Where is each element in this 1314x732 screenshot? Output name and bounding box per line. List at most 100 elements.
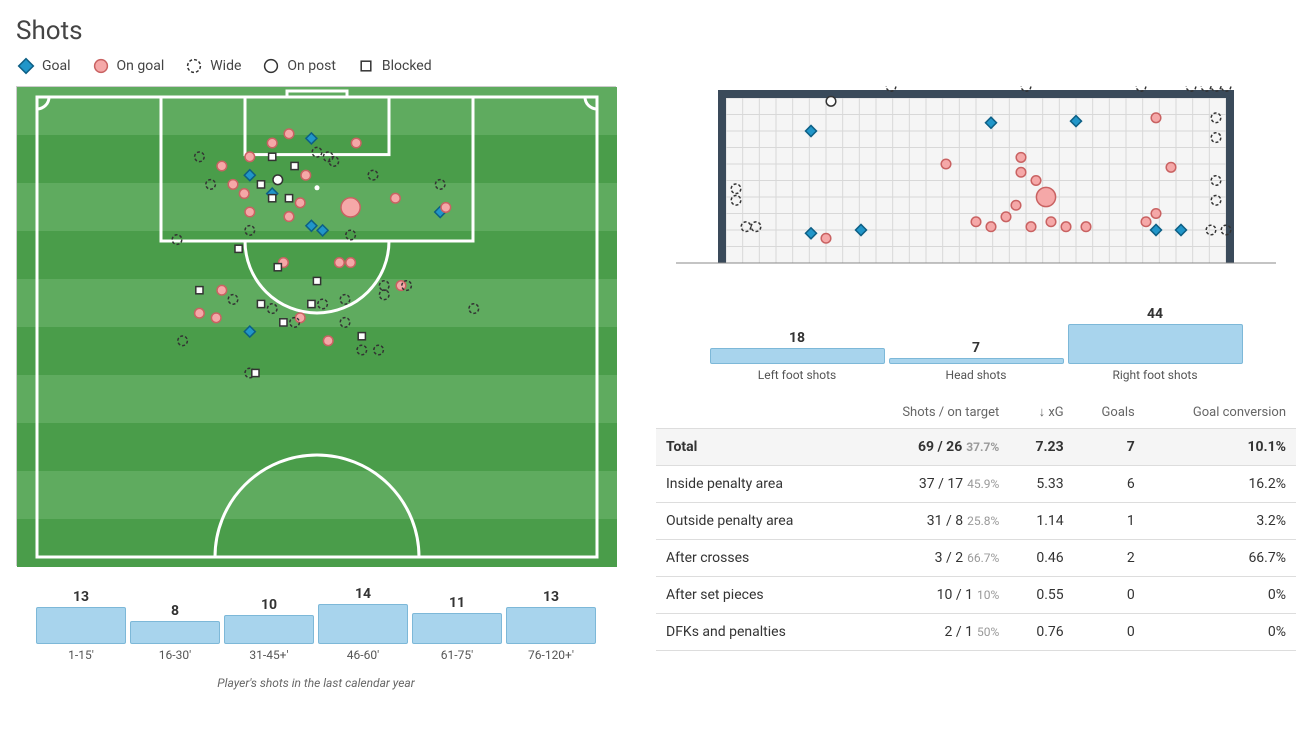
- goal-shot-marker[interactable]: [1026, 222, 1036, 232]
- table-header[interactable]: Goals: [1074, 396, 1145, 429]
- row-shots: 2 / 150%: [853, 614, 1009, 651]
- pitch-shot-marker[interactable]: [196, 287, 203, 294]
- pitch-shot-marker[interactable]: [441, 203, 451, 213]
- pitch-shot-marker[interactable]: [267, 138, 277, 148]
- goal-shot-marker[interactable]: [1151, 113, 1161, 123]
- legend-label: On post: [287, 58, 336, 74]
- goal-shot-marker[interactable]: [821, 233, 831, 243]
- goal-shot-marker[interactable]: [1141, 217, 1151, 227]
- table-header[interactable]: [656, 396, 853, 429]
- goal-shot-marker[interactable]: [971, 217, 981, 227]
- pitch-shot-marker[interactable]: [228, 180, 238, 190]
- time-bar[interactable]: 1161-75': [412, 586, 502, 656]
- table-row: Total69 / 2637.7%7.23710.1%: [656, 429, 1296, 466]
- row-shots: 31 / 825.8%: [853, 503, 1009, 540]
- goal-shot-marker[interactable]: [1081, 222, 1091, 232]
- pitch-shot-marker[interactable]: [257, 181, 264, 188]
- pitch-shot-marker[interactable]: [269, 153, 276, 160]
- time-bar[interactable]: 816-30': [130, 586, 220, 656]
- row-shots: 10 / 110%: [853, 577, 1009, 614]
- row-label: Inside penalty area: [656, 466, 853, 503]
- table-header[interactable]: Shots / on target: [853, 396, 1009, 429]
- time-bar[interactable]: 131-15': [36, 586, 126, 656]
- goal-shot-marker[interactable]: [1046, 217, 1056, 227]
- pitch-shot-marker[interactable]: [239, 189, 249, 199]
- goal-shot-marker[interactable]: [1166, 163, 1176, 173]
- table-row: DFKs and penalties2 / 150%0.7600%: [656, 614, 1296, 651]
- shot-type-bar[interactable]: 7Head shots: [889, 306, 1064, 366]
- pitch-shot-marker[interactable]: [291, 162, 298, 169]
- row-goals: 2: [1074, 540, 1145, 577]
- goal-shot-marker[interactable]: [1001, 212, 1011, 222]
- chart-caption: Player's shots in the last calendar year: [16, 676, 616, 690]
- row-shots: 3 / 266.7%: [853, 540, 1009, 577]
- time-period-bars: 131-15'816-30'1031-45+'1446-60'1161-75'1…: [16, 586, 616, 656]
- row-shots: 37 / 1745.9%: [853, 466, 1009, 503]
- pitch-shot-marker[interactable]: [195, 308, 205, 318]
- row-shots: 69 / 2637.7%: [853, 429, 1009, 466]
- goal-shot-marker[interactable]: [826, 97, 836, 107]
- time-bar[interactable]: 1446-60': [318, 586, 408, 656]
- goal-shot-marker[interactable]: [1036, 187, 1055, 206]
- pitch-shot-marker[interactable]: [295, 313, 305, 323]
- goal-shot-marker[interactable]: [1016, 167, 1026, 177]
- pitch-shot-marker[interactable]: [284, 129, 294, 139]
- row-conv: 66.7%: [1145, 540, 1296, 577]
- table-row: After set pieces10 / 110%0.5500%: [656, 577, 1296, 614]
- row-label: After set pieces: [656, 577, 853, 614]
- pitch-shot-marker[interactable]: [313, 277, 320, 284]
- row-conv: 16.2%: [1145, 466, 1296, 503]
- pitch-shot-marker[interactable]: [396, 281, 406, 291]
- pitch-shot-marker[interactable]: [257, 300, 264, 307]
- legend-item-on_goal: On goal: [91, 56, 165, 76]
- shot-type-bar[interactable]: 18Left foot shots: [710, 306, 885, 366]
- pitch-shot-marker[interactable]: [235, 245, 242, 252]
- pitch-shot-marker[interactable]: [308, 300, 315, 307]
- pitch-shot-marker[interactable]: [301, 170, 311, 180]
- pitch-shot-marker[interactable]: [245, 207, 255, 217]
- time-bar-value: 13: [506, 589, 596, 605]
- goal-shot-marker[interactable]: [941, 159, 951, 169]
- table-header[interactable]: Goal conversion: [1145, 396, 1296, 429]
- pitch-shot-marker[interactable]: [341, 198, 360, 217]
- pitch-shot-marker[interactable]: [295, 198, 305, 208]
- pitch-shot-marker[interactable]: [269, 195, 276, 202]
- pitch-shot-marker[interactable]: [284, 212, 294, 222]
- pitch-shot-marker[interactable]: [273, 175, 283, 185]
- legend-label: Goal: [42, 58, 71, 74]
- pitch-shot-marker[interactable]: [346, 258, 356, 268]
- pitch-shot-marker[interactable]: [245, 152, 255, 162]
- pitch-shot-marker[interactable]: [335, 258, 345, 268]
- pitch-shot-marker[interactable]: [211, 313, 221, 323]
- goal-shot-marker[interactable]: [1016, 153, 1026, 163]
- goal-shot-marker[interactable]: [986, 222, 996, 232]
- pitch-shot-marker[interactable]: [217, 285, 227, 295]
- pitch-shot-marker[interactable]: [252, 369, 259, 376]
- goal-shot-marker[interactable]: [1031, 176, 1041, 186]
- goal-shot-marker[interactable]: [1011, 200, 1021, 210]
- row-xg: 0.76: [1009, 614, 1073, 651]
- pitch-shot-marker[interactable]: [358, 333, 365, 340]
- shot-type-bar[interactable]: 44Right foot shots: [1068, 306, 1243, 366]
- pitch-shot-marker[interactable]: [323, 336, 333, 346]
- pitch-shot-marker[interactable]: [280, 319, 287, 326]
- pitch-shot-marker[interactable]: [274, 264, 281, 271]
- table-header[interactable]: ↓ xG: [1009, 396, 1073, 429]
- row-goals: 0: [1074, 614, 1145, 651]
- row-goals: 1: [1074, 503, 1145, 540]
- pitch-shot-marker[interactable]: [217, 161, 227, 171]
- row-conv: 0%: [1145, 614, 1296, 651]
- page-title: Shots: [16, 16, 1298, 46]
- time-bar[interactable]: 1376-120+': [506, 586, 596, 656]
- time-bar-value: 8: [130, 603, 220, 619]
- goal-shot-marker[interactable]: [1061, 222, 1071, 232]
- pitch-shot-marker[interactable]: [351, 138, 361, 148]
- goal-shot-marker[interactable]: [1151, 209, 1161, 219]
- shot-type-value: 18: [710, 330, 885, 346]
- table-row: Outside penalty area31 / 825.8%1.1413.2%: [656, 503, 1296, 540]
- time-bar[interactable]: 1031-45+': [224, 586, 314, 656]
- legend-item-on_post: On post: [261, 56, 336, 76]
- goal-shot-map: [656, 86, 1296, 286]
- pitch-shot-marker[interactable]: [391, 193, 401, 203]
- pitch-shot-marker[interactable]: [285, 195, 292, 202]
